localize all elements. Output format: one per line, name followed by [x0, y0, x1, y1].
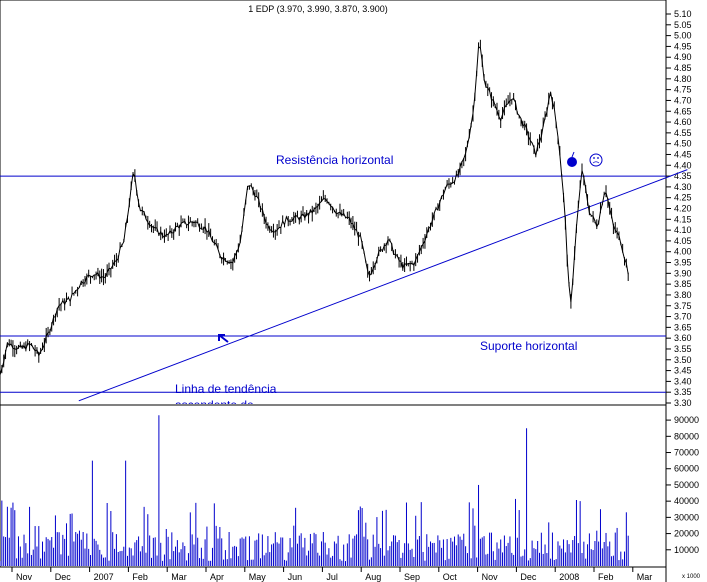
price-tick-label: 3.70 [674, 312, 692, 322]
trend-label-line1: Linha de tendência [175, 382, 277, 396]
price-tick-label: 3.50 [674, 355, 692, 365]
price-axis: 5.105.055.004.954.904.854.804.754.704.65… [666, 9, 692, 408]
month-label: Feb [598, 572, 614, 582]
month-label: Oct [443, 572, 458, 582]
price-tick-label: 3.80 [674, 290, 692, 300]
price-tick-label: 3.60 [674, 333, 692, 343]
month-label: Nov [482, 572, 499, 582]
price-tick-label: 4.15 [674, 214, 692, 224]
price-tick-label: 3.55 [674, 344, 692, 354]
volume-tick-label: 70000 [674, 448, 699, 458]
volume-unit-label: x 1000 [682, 574, 701, 580]
price-tick-label: 4.85 [674, 63, 692, 73]
volume-tick-label: 40000 [674, 496, 699, 506]
volume-tick-label: 80000 [674, 431, 699, 441]
price-tick-label: 4.20 [674, 204, 692, 214]
price-tick-label: 4.35 [674, 171, 692, 181]
price-tick-label: 3.95 [674, 258, 692, 268]
month-label: Mar [637, 572, 653, 582]
resistance-label: Resistência horizontal [276, 153, 393, 167]
month-label: Mar [171, 572, 187, 582]
price-tick-label: 3.40 [674, 376, 692, 386]
month-label: 2007 [94, 572, 114, 582]
price-tick-label: 3.30 [674, 398, 692, 408]
price-tick-label: 4.05 [674, 236, 692, 246]
price-tick-label: 4.90 [674, 52, 692, 62]
volume-axis: 90000 80000 70000 60000 50000 40000 30000 20000… [666, 415, 699, 555]
month-label: Jul [326, 572, 338, 582]
price-tick-label: 5.00 [674, 31, 692, 41]
price-tick-label: 3.90 [674, 268, 692, 278]
month-label: May [249, 572, 267, 582]
price-line [0, 45, 629, 376]
price-tick-label: 4.65 [674, 106, 692, 116]
sad-face-icon [589, 153, 603, 167]
price-tick-label: 4.70 [674, 95, 692, 105]
x-axis: Nov Dec 2007 Feb Mar Apr May Jun Jul Aug Sep Oct Nov… [11, 567, 653, 582]
month-label: Nov [16, 572, 33, 582]
chart-title: 1 EDP (3.970, 3.990, 3.870, 3.900) [248, 4, 387, 14]
price-tick-label: 4.10 [674, 225, 692, 235]
price-tick-label: 5.10 [674, 9, 692, 19]
price-tick-label: 4.45 [674, 149, 692, 159]
price-tick-label: 4.75 [674, 85, 692, 95]
trend-label-line2: ascendente de [175, 398, 254, 412]
month-label: Sep [404, 572, 420, 582]
support-label: Suporte horizontal [480, 339, 577, 353]
month-label: Aug [365, 572, 381, 582]
bomb-marker-icon [567, 151, 577, 167]
price-tick-label: 3.85 [674, 279, 692, 289]
price-tick-label: 4.80 [674, 74, 692, 84]
month-label: Dec [520, 572, 537, 582]
price-tick-label: 4.30 [674, 182, 692, 192]
price-series [0, 39, 629, 376]
price-tick-label: 3.45 [674, 366, 692, 376]
price-tick-label: 4.95 [674, 41, 692, 51]
month-label: Jun [288, 572, 303, 582]
price-tick-label: 4.60 [674, 117, 692, 127]
trend-arrow-icon [218, 334, 229, 343]
month-label: Feb [132, 572, 148, 582]
volume-tick-label: 30000 [674, 512, 699, 522]
month-label: Dec [55, 572, 72, 582]
price-tick-label: 4.50 [674, 139, 692, 149]
price-tick-label: 4.25 [674, 193, 692, 203]
price-tick-label: 4.00 [674, 247, 692, 257]
volume-tick-label: 90000 [674, 415, 699, 425]
price-tick-label: 4.55 [674, 128, 692, 138]
month-label: 2008 [559, 572, 579, 582]
price-tick-label: 3.65 [674, 322, 692, 332]
volume-tick-label: 50000 [674, 480, 699, 490]
month-label: Apr [210, 572, 224, 582]
volume-tick-label: 60000 [674, 464, 699, 474]
volume-tick-label: 10000 [674, 545, 699, 555]
trend-line [78, 169, 688, 402]
price-tick-label: 3.35 [674, 387, 692, 397]
volume-tick-label: 20000 [674, 529, 699, 539]
price-tick-label: 5.05 [674, 20, 692, 30]
price-tick-label: 4.40 [674, 160, 692, 170]
price-tick-label: 3.75 [674, 301, 692, 311]
volume-bars [0, 415, 629, 566]
